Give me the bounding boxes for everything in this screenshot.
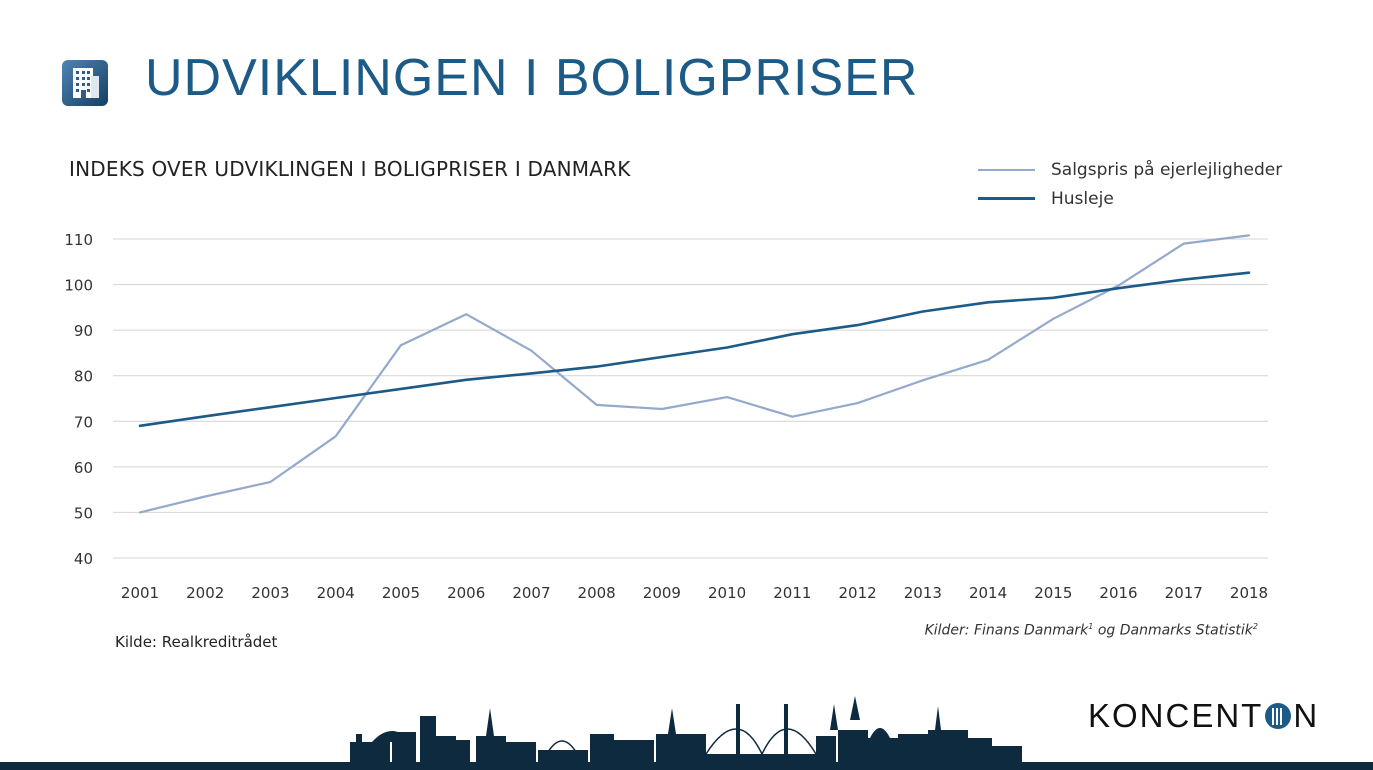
source-credits-part2: og Danmarks Statistik — [1093, 622, 1253, 639]
source-footnote-1: 1 — [1088, 622, 1094, 631]
x-tick-label: 2010 — [708, 584, 746, 602]
source-footnote-2: 2 — [1252, 622, 1258, 631]
y-tick-label: 40 — [74, 550, 93, 568]
y-tick-label: 60 — [74, 459, 93, 477]
source-credits-part1: Kilder: Finans Danmark — [924, 622, 1089, 639]
x-tick-label: 2007 — [512, 584, 550, 602]
y-tick-label: 70 — [74, 413, 93, 431]
y-tick-label: 90 — [74, 322, 93, 340]
source-note: Kilde: Realkreditrådet — [115, 633, 278, 651]
brand-text-end: N — [1293, 697, 1320, 734]
x-tick-label: 2003 — [251, 584, 289, 602]
series-line-salgspris — [138, 234, 1251, 514]
y-tick-label: 110 — [64, 231, 93, 249]
x-tick-label: 2008 — [578, 584, 616, 602]
series-line-husleje — [138, 271, 1251, 428]
y-tick-label: 80 — [74, 368, 93, 386]
x-tick-label: 2012 — [838, 584, 876, 602]
x-tick-label: 2009 — [643, 584, 681, 602]
page-title: UDVIKLINGEN I BOLIGPRISER — [145, 49, 919, 107]
source-credits: Kilder: Finans Danmark1 og Danmarks Stat… — [925, 622, 1258, 639]
legend-item-husleje: Husleje — [978, 184, 1282, 213]
x-tick-label: 2016 — [1099, 584, 1137, 602]
line-chart: 40 50 60 70 80 90 100 110 2001 2002 2003 2004 2005 20… — [64, 231, 1268, 602]
brand-building-icon — [1265, 703, 1292, 729]
legend-item-salgspris: Salgspris på ejerlejligheder — [978, 155, 1282, 184]
x-tick-label: 2011 — [773, 584, 811, 602]
x-tick-label: 2006 — [447, 584, 485, 602]
x-tick-label: 2017 — [1165, 584, 1203, 602]
legend-swatch-salgspris — [978, 168, 1035, 171]
x-tick-label: 2014 — [969, 584, 1007, 602]
x-tick-label: 2013 — [904, 584, 942, 602]
x-tick-label: 2018 — [1230, 584, 1268, 602]
x-tick-label: 2002 — [186, 584, 224, 602]
legend-label-salgspris: Salgspris på ejerlejligheder — [1051, 159, 1283, 180]
brand-text: KONCENT — [1088, 697, 1264, 734]
brand-logo: KONCENT N — [1088, 697, 1319, 735]
chart-legend: Salgspris på ejerlejligheder Husleje — [978, 155, 1282, 213]
y-tick-label: 50 — [74, 504, 93, 522]
x-tick-label: 2005 — [382, 584, 420, 602]
x-tick-label: 2004 — [317, 584, 355, 602]
footer-bar — [0, 762, 1373, 770]
chart-title: INDEKS OVER UDVIKLINGEN I BOLIGPRISER I … — [69, 157, 631, 181]
legend-label-husleje: Husleje — [1051, 188, 1114, 209]
building-icon — [62, 60, 108, 106]
y-tick-label: 100 — [64, 277, 93, 295]
x-tick-label: 2015 — [1034, 584, 1072, 602]
x-tick-label: 2001 — [121, 584, 159, 602]
legend-swatch-husleje — [978, 197, 1035, 200]
